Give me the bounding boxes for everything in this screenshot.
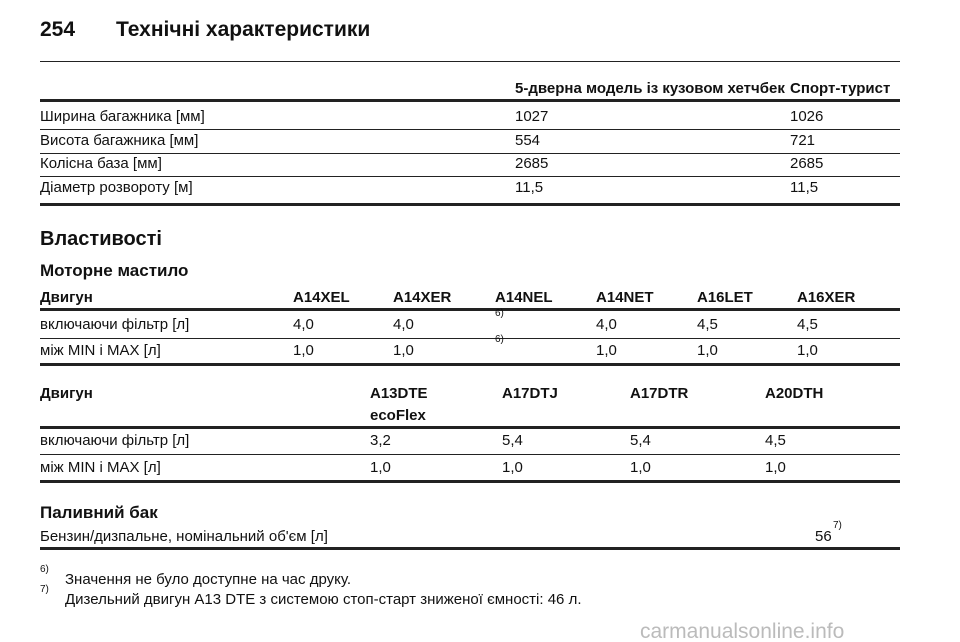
cell: 11,5 [515, 178, 544, 196]
rule [40, 338, 900, 339]
column-header: A17DTR [630, 385, 689, 402]
cell: 721 [790, 131, 816, 149]
cell: Діаметр розвороту [м] [40, 178, 193, 196]
column-header: A14XER [393, 289, 452, 306]
cell: 4,5 [765, 432, 786, 449]
footnote-mark: 7) [40, 584, 49, 595]
cell: 1,0 [502, 459, 523, 476]
rule [40, 152, 900, 154]
subsection-title: Моторне мастило [40, 261, 189, 280]
footnote-ref: 6) [495, 308, 504, 319]
cell: 5,4 [630, 432, 651, 449]
rule [40, 454, 900, 455]
column-header: Двигун [40, 289, 93, 306]
column-header: A14NEL [495, 289, 553, 306]
rule-thick [40, 480, 900, 483]
cell: 4,5 [697, 316, 718, 333]
cell: Колісна база [мм] [40, 155, 162, 172]
subsection-title: Паливний бак [40, 503, 158, 522]
page-title: Технічні характеристики [116, 18, 371, 41]
rule-thick [40, 363, 900, 366]
rule [40, 176, 900, 177]
cell: 3,2 [370, 432, 391, 449]
column-header: Спорт-турист [790, 80, 891, 97]
cell: 2685 [515, 155, 549, 172]
cell: 11,5 [790, 178, 819, 196]
column-header: A16LET [697, 289, 753, 306]
column-header: A17DTJ [502, 385, 558, 402]
column-header: Двигун [40, 385, 93, 402]
column-header: A13DTE ecoFlex [370, 385, 428, 424]
section-title: Властивості [40, 228, 162, 250]
cell: 1,0 [393, 342, 414, 359]
cell: 554 [515, 131, 541, 149]
cell: 1026 [790, 108, 824, 125]
footnote-mark: 6) [40, 564, 49, 575]
cell: 1,0 [370, 459, 391, 476]
rule [40, 61, 900, 62]
cell: Ширина багажника [мм] [40, 108, 205, 125]
column-header: 5-дверна модель із кузовом хетчбек [515, 80, 785, 97]
cell: між MIN і MAX [л] [40, 342, 161, 359]
rule-thick [40, 547, 900, 550]
rule-thick [40, 426, 900, 429]
watermark: carmanualsonline.info [640, 620, 845, 642]
column-header: A14NET [596, 289, 654, 306]
footnote-ref: 7) [833, 520, 842, 531]
cell: 1,0 [293, 342, 314, 359]
rule-thick [40, 308, 900, 311]
cell: 1,0 [797, 342, 818, 359]
cell: 4,0 [393, 316, 414, 333]
cell: між MIN і MAX [л] [40, 459, 161, 476]
cell: включаючи фільтр [л] [40, 432, 190, 449]
cell: включаючи фільтр [л] [40, 316, 190, 333]
cell: 5,4 [502, 432, 523, 449]
cell: 1,0 [765, 459, 786, 476]
cell: 4,0 [596, 316, 617, 333]
rule [40, 129, 900, 130]
page-number: 254 [40, 18, 76, 41]
footnote-ref: 6) [495, 334, 504, 345]
cell: 1,0 [630, 459, 651, 476]
footnote-text: Значення не було доступне на час друку. [65, 571, 352, 588]
cell: 1027 [515, 108, 549, 125]
rule-thick [40, 99, 900, 102]
column-header: A14XEL [293, 289, 350, 306]
cell: 2685 [790, 155, 824, 172]
cell: 56 [815, 528, 832, 545]
cell: Бензин/дизпальне, номінальний об'єм [л] [40, 528, 328, 545]
cell: Висота багажника [мм] [40, 131, 199, 149]
cell: 4,0 [293, 316, 314, 333]
column-header: A20DTH [765, 385, 824, 402]
cell: 4,5 [797, 316, 818, 333]
cell: 1,0 [596, 342, 617, 359]
column-header: A16XER [797, 289, 856, 306]
footnote-text: Дизельний двигун A13 DTE з системою стоп… [65, 591, 582, 608]
rule-thick [40, 203, 900, 206]
cell: 1,0 [697, 342, 718, 359]
